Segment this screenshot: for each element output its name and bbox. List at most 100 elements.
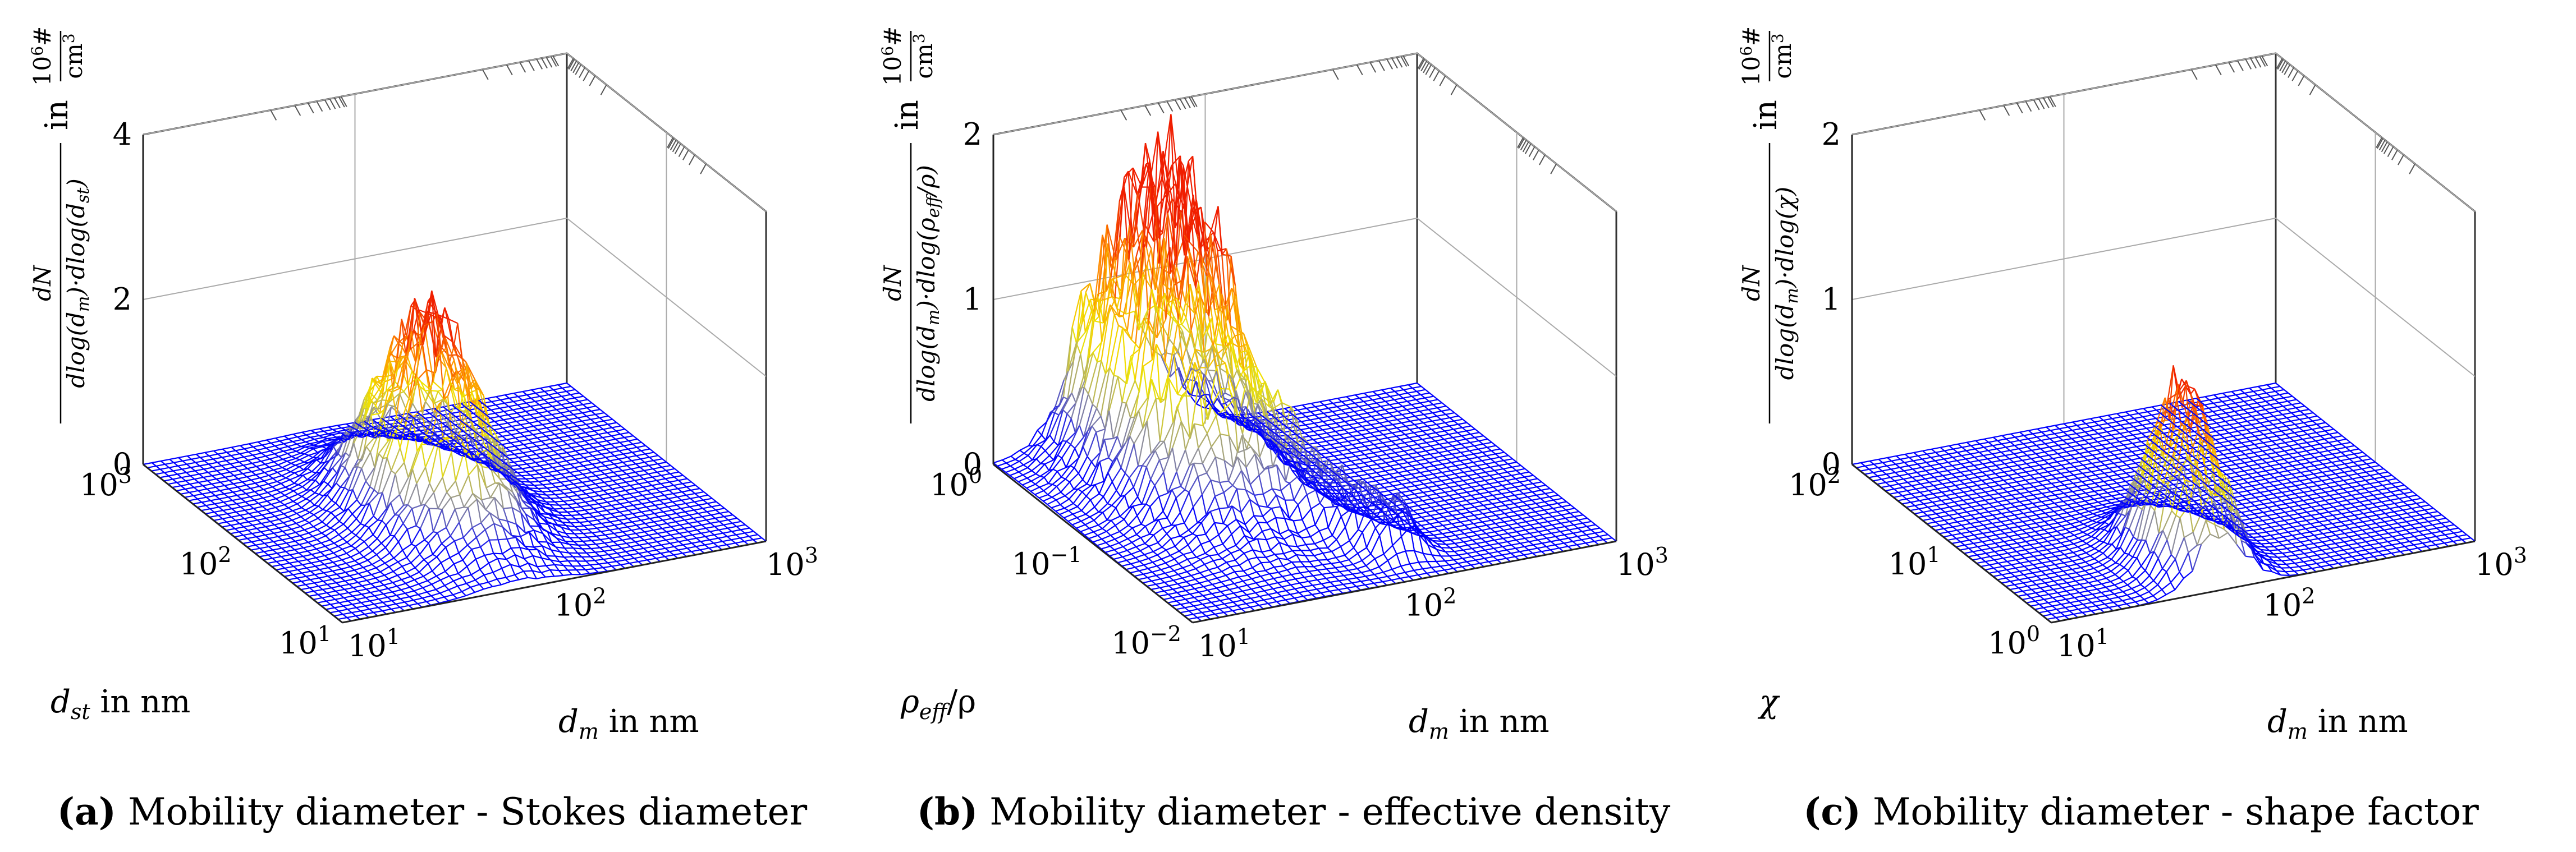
surface-segment — [291, 528, 296, 533]
surface-segment — [239, 521, 249, 524]
surface-segment — [636, 514, 646, 518]
surface-segment — [753, 531, 758, 536]
surface-segment — [648, 465, 654, 469]
surface-segment — [670, 541, 679, 544]
surface-segment — [317, 449, 322, 453]
surface-segment — [260, 460, 266, 465]
surface-segment — [593, 508, 598, 513]
surface-segment — [448, 597, 457, 602]
surface-segment — [618, 457, 628, 460]
surface-segment — [347, 600, 353, 605]
surface-segment — [658, 523, 667, 526]
surface-segment — [215, 493, 224, 496]
surface-segment — [268, 483, 273, 488]
surface-segment — [522, 460, 528, 465]
surface-segment — [342, 545, 352, 550]
surface-segment — [583, 525, 589, 530]
surface-segment — [364, 524, 369, 528]
surface-segment — [590, 418, 595, 423]
surface-segment — [723, 522, 733, 526]
surface-segment — [596, 534, 606, 537]
surface-segment — [666, 529, 676, 533]
surface-segment — [634, 488, 639, 493]
surface-segment — [433, 531, 438, 533]
surface-segment — [279, 438, 289, 442]
surface-segment — [488, 578, 498, 583]
surface-segment — [510, 564, 516, 575]
surface-segment — [513, 462, 519, 466]
surface-segment — [631, 536, 640, 540]
surface-segment — [394, 505, 405, 515]
surface-segment — [374, 602, 383, 605]
surface-segment — [410, 576, 415, 581]
surface-segment — [611, 435, 616, 440]
surface-segment — [505, 577, 511, 582]
surface-segment — [378, 605, 387, 609]
surface-segment — [535, 393, 540, 397]
surface-segment — [640, 448, 650, 452]
surface-segment — [479, 582, 489, 585]
surface-segment — [517, 464, 522, 469]
surface-segment — [715, 509, 721, 514]
surface-segment — [723, 524, 728, 529]
surface-segment — [690, 490, 695, 494]
surface-segment — [557, 399, 566, 402]
surface-segment — [513, 399, 522, 402]
surface-segment — [450, 535, 455, 542]
surface-segment — [684, 528, 689, 532]
surface-segment — [344, 487, 349, 491]
surface-segment — [388, 436, 393, 438]
surface-segment — [192, 501, 202, 505]
surface-segment — [304, 453, 309, 456]
surface-segment — [397, 386, 401, 389]
surface-segment — [1301, 411, 1311, 415]
surface-segment — [510, 564, 520, 568]
surface-segment — [223, 508, 232, 512]
surface-segment — [640, 458, 645, 463]
surface-segment — [372, 376, 378, 381]
surface-segment — [279, 507, 289, 512]
surface-segment — [282, 458, 287, 462]
surface-segment — [392, 387, 402, 393]
surface-segment — [272, 475, 282, 479]
surface-segment — [640, 518, 650, 521]
surface-segment — [549, 439, 555, 444]
surface-segment — [543, 407, 548, 412]
surface-segment — [453, 563, 459, 574]
surface-segment — [502, 508, 508, 522]
surface-segment — [543, 399, 549, 404]
surface-segment — [687, 537, 697, 541]
surface-segment — [513, 401, 518, 406]
surface-segment — [436, 556, 442, 563]
surface-segment — [719, 521, 724, 526]
surface-segment — [341, 429, 351, 458]
surface-segment — [322, 509, 327, 512]
surface-segment — [559, 427, 569, 430]
surface-segment — [310, 489, 315, 494]
surface-segment — [227, 505, 232, 509]
surface-segment — [375, 577, 381, 582]
surface-segment — [563, 493, 569, 498]
surface-segment — [295, 464, 300, 468]
surface-segment — [361, 592, 371, 595]
surface-segment — [315, 430, 324, 434]
surface-segment — [592, 524, 598, 529]
surface-segment — [189, 482, 199, 485]
surface-segment — [281, 471, 291, 477]
surface-segment — [616, 559, 626, 563]
surface-segment — [620, 563, 630, 566]
surface-segment — [470, 384, 480, 391]
surface-segment — [267, 561, 277, 564]
surface-segment — [632, 441, 642, 445]
surface-segment — [582, 410, 592, 414]
surface-segment — [255, 536, 261, 541]
minor-tick — [1157, 103, 1165, 114]
surface-segment — [296, 450, 301, 454]
surface-segment — [1345, 402, 1355, 406]
surface-segment — [542, 424, 547, 429]
surface-segment — [673, 546, 679, 551]
surface-segment — [572, 490, 582, 493]
surface-segment — [344, 438, 349, 440]
surface-segment — [229, 478, 239, 481]
surface-segment — [616, 490, 626, 493]
